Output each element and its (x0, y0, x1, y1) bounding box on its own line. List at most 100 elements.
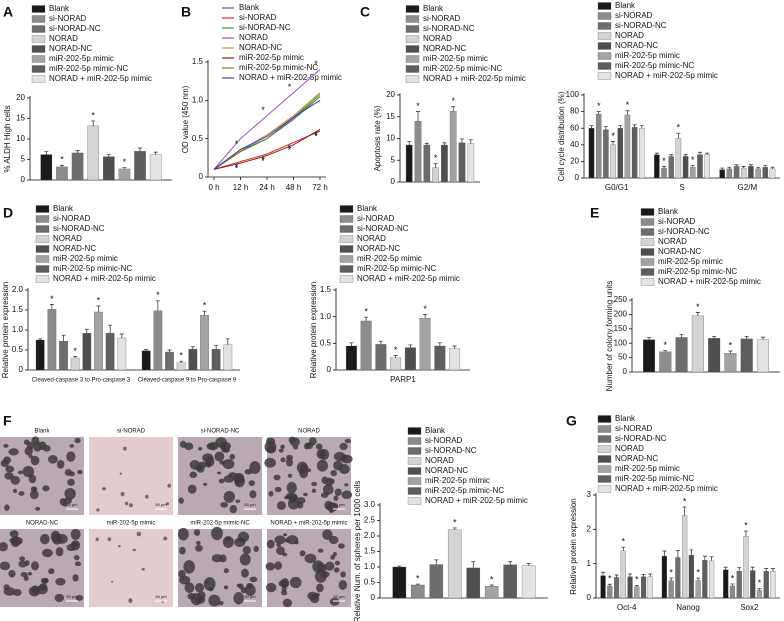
error-bar (702, 555, 707, 561)
legend-swatch (31, 75, 46, 83)
bar (423, 144, 431, 183)
error-bar (763, 165, 768, 168)
bar (743, 536, 749, 599)
legend-label: miR-202-5p mimic (425, 476, 490, 485)
sphere (183, 560, 196, 574)
x-tick-label: Oct-4 (617, 603, 637, 612)
bar (467, 143, 475, 183)
error-bar (689, 549, 694, 556)
sphere (276, 543, 281, 547)
error-bar (138, 147, 143, 152)
legend-swatch (339, 205, 354, 213)
error-bar (737, 567, 742, 572)
sphere (225, 537, 231, 542)
significance: * (696, 567, 700, 577)
y-tick-label: 200 (614, 310, 628, 319)
sphere (289, 576, 302, 589)
legend-label: miR-202-5p mimic-NC (423, 64, 502, 73)
sphere (249, 490, 257, 499)
error-bar (452, 345, 457, 349)
sphere (338, 580, 348, 591)
legend-swatch (407, 457, 422, 465)
sphere (299, 550, 306, 557)
sphere (42, 485, 50, 492)
bar (176, 362, 186, 371)
y-axis-label: % ALDH High cells (3, 105, 12, 172)
legend-swatch (597, 485, 612, 493)
sphere (8, 569, 16, 578)
bar (141, 350, 151, 371)
sphere (178, 497, 184, 504)
legend-label: miR-202-5p mimic-NC (49, 64, 128, 73)
legend-label: si-NORAD (357, 214, 395, 223)
y-axis-label: Relative protein expression (309, 282, 318, 379)
bar (410, 584, 425, 599)
bar (755, 168, 761, 179)
significance: * (91, 110, 95, 120)
sphere (221, 445, 230, 453)
error-bar (607, 583, 612, 586)
legend-label: si-NORAD-NC (239, 23, 291, 32)
sphere (220, 501, 228, 508)
sphere (249, 576, 258, 583)
legend-swatch (405, 65, 420, 73)
sphere (30, 486, 37, 493)
series-line (213, 130, 321, 170)
significance: * (490, 574, 494, 584)
significance: * (288, 143, 292, 153)
legend-swatch (405, 25, 420, 33)
sphere (69, 444, 75, 448)
error-bar (662, 166, 667, 169)
x-tick-label: S (679, 183, 684, 192)
bar (595, 113, 602, 179)
legend-swatch (339, 225, 354, 233)
bar (748, 166, 754, 179)
sphere (223, 490, 235, 503)
legend-swatch (640, 268, 655, 276)
error-bar (727, 166, 732, 169)
error-bar (683, 154, 688, 157)
error-bar (442, 142, 447, 146)
bar (724, 353, 737, 373)
legend-label: miR-202-5p mimic-NC (425, 486, 504, 495)
error-bar (122, 167, 127, 169)
sphere (178, 527, 189, 541)
error-bar (225, 338, 230, 345)
significance: * (635, 575, 639, 585)
sphere (184, 582, 195, 594)
bar (59, 341, 68, 371)
bar (756, 590, 763, 599)
sphere (311, 481, 318, 487)
bar (105, 333, 115, 371)
micrograph-caption: Blank (34, 429, 50, 435)
bar (71, 152, 84, 181)
error-bar (119, 333, 124, 338)
significance: * (73, 346, 77, 356)
legend-label: Blank (423, 4, 444, 13)
sphere (316, 459, 328, 472)
significance: * (123, 157, 127, 167)
sphere (264, 457, 276, 468)
error-bar (712, 335, 717, 339)
sphere (280, 590, 288, 596)
bar (654, 154, 660, 179)
legend-swatch (407, 497, 422, 505)
bar (419, 318, 431, 371)
sphere (280, 457, 286, 463)
y-tick-label: 0 (587, 593, 592, 602)
bar (103, 156, 115, 181)
y-tick-label: 10 (386, 134, 395, 143)
sphere (322, 529, 333, 540)
sphere (229, 453, 236, 460)
sphere (235, 499, 241, 504)
error-bar (468, 139, 473, 144)
sphere (48, 568, 55, 575)
bar (729, 585, 736, 599)
legend-swatch (407, 487, 422, 495)
error-bar (167, 349, 172, 352)
legend-label: miR-202-5p mimic (239, 53, 304, 62)
legend-swatch (339, 215, 354, 223)
legend-swatch (31, 35, 46, 43)
legend-swatch (405, 35, 420, 43)
